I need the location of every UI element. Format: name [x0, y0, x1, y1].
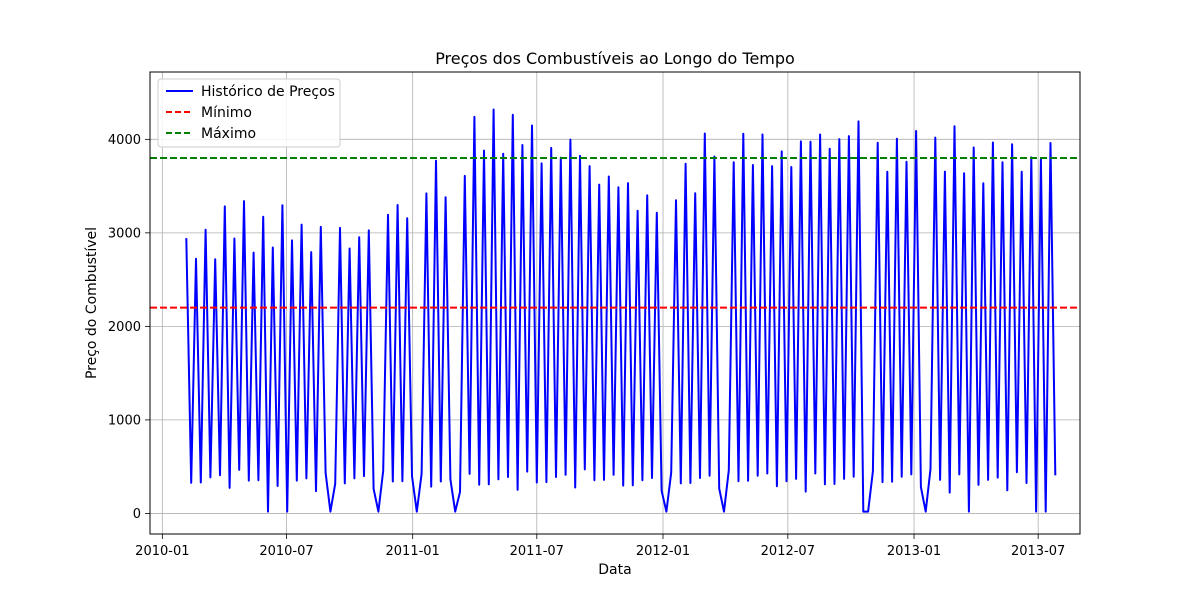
x-tick-label: 2010-07 — [259, 544, 313, 559]
price-history-line — [185, 108, 1057, 513]
legend-label: Histórico de Preços — [201, 84, 335, 100]
x-tick-label: 2011-07 — [510, 544, 564, 559]
legend-label: Mínimo — [201, 105, 252, 121]
y-tick-label: 4000 — [108, 133, 141, 148]
x-axis-label: Data — [598, 562, 631, 578]
y-tick-label: 3000 — [108, 226, 141, 241]
x-tick-label: 2012-07 — [761, 544, 815, 559]
legend-label: Máximo — [201, 126, 256, 142]
x-tick-label: 2011-01 — [386, 544, 440, 559]
y-tick-label: 0 — [133, 507, 141, 522]
x-tick-label: 2013-07 — [1011, 544, 1065, 559]
y-tick-label: 1000 — [108, 413, 141, 428]
x-tick-label: 2012-01 — [636, 544, 690, 559]
y-tick-label: 2000 — [108, 320, 141, 335]
legend: Histórico de Preços Mínimo Máximo — [157, 78, 341, 148]
legend-box — [157, 78, 341, 148]
x-tick-label: 2013-01 — [887, 544, 941, 559]
x-tick-label: 2010-01 — [135, 544, 189, 559]
y-axis-label: Preço do Combustível — [84, 227, 100, 379]
ticks: 2010-01 2010-07 2011-01 2011-07 2012-01 2012-… — [108, 133, 1065, 559]
data-layer — [150, 108, 1080, 513]
chart-title: Preços dos Combustíveis ao Longo do Temp… — [435, 49, 795, 68]
plot-frame — [149, 71, 1081, 535]
